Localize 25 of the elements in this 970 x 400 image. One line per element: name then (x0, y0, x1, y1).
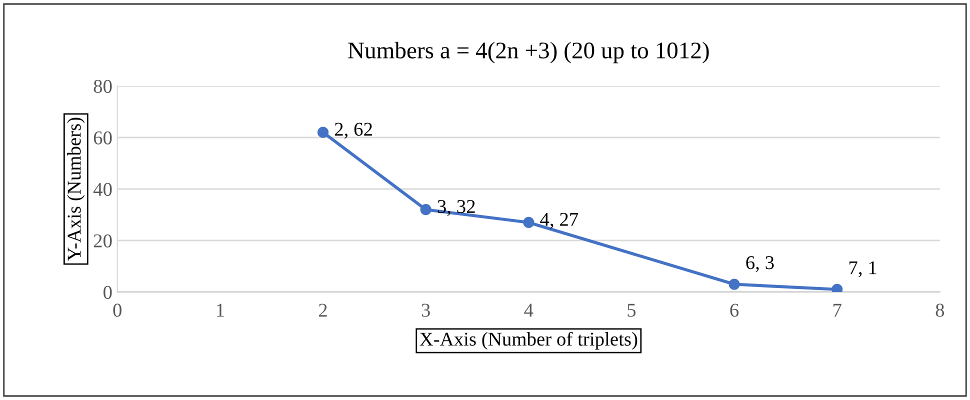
data-label: 7, 1 (850, 261, 876, 278)
x-tick-label: 3 (422, 304, 430, 317)
x-tick-label: 0 (113, 304, 122, 317)
data-label: 6, 3 (746, 256, 774, 272)
point (523, 216, 534, 228)
x-tick-label: 5 (628, 304, 636, 317)
y-tick-label: 80 (94, 80, 112, 93)
y-tick-label: 20 (94, 234, 112, 248)
x-tick-label: 1 (217, 304, 224, 317)
point (317, 126, 329, 138)
x-tick-label: 6 (730, 304, 739, 317)
data-label: 4, 27 (540, 212, 578, 229)
y-tick-label: 60 (94, 131, 112, 144)
x-tick-label: 2 (319, 304, 327, 317)
data-label: 2, 62 (334, 122, 372, 139)
x-tick-label: 8 (936, 304, 944, 317)
x-tick-label: 7 (834, 304, 842, 317)
x-tick-label: 4 (524, 304, 534, 317)
y-tick-label: 0 (104, 286, 112, 299)
y-tick-label: 40 (93, 182, 112, 196)
point (420, 204, 432, 216)
y-axis-title: Y-Axis (Numbers) (67, 118, 85, 261)
x-axis-title: X-Axis (Number of triplets) (420, 332, 638, 350)
point (728, 278, 740, 290)
chart-title: Numbers a = 4(2n +3) (20 up to 1012) (348, 42, 709, 64)
